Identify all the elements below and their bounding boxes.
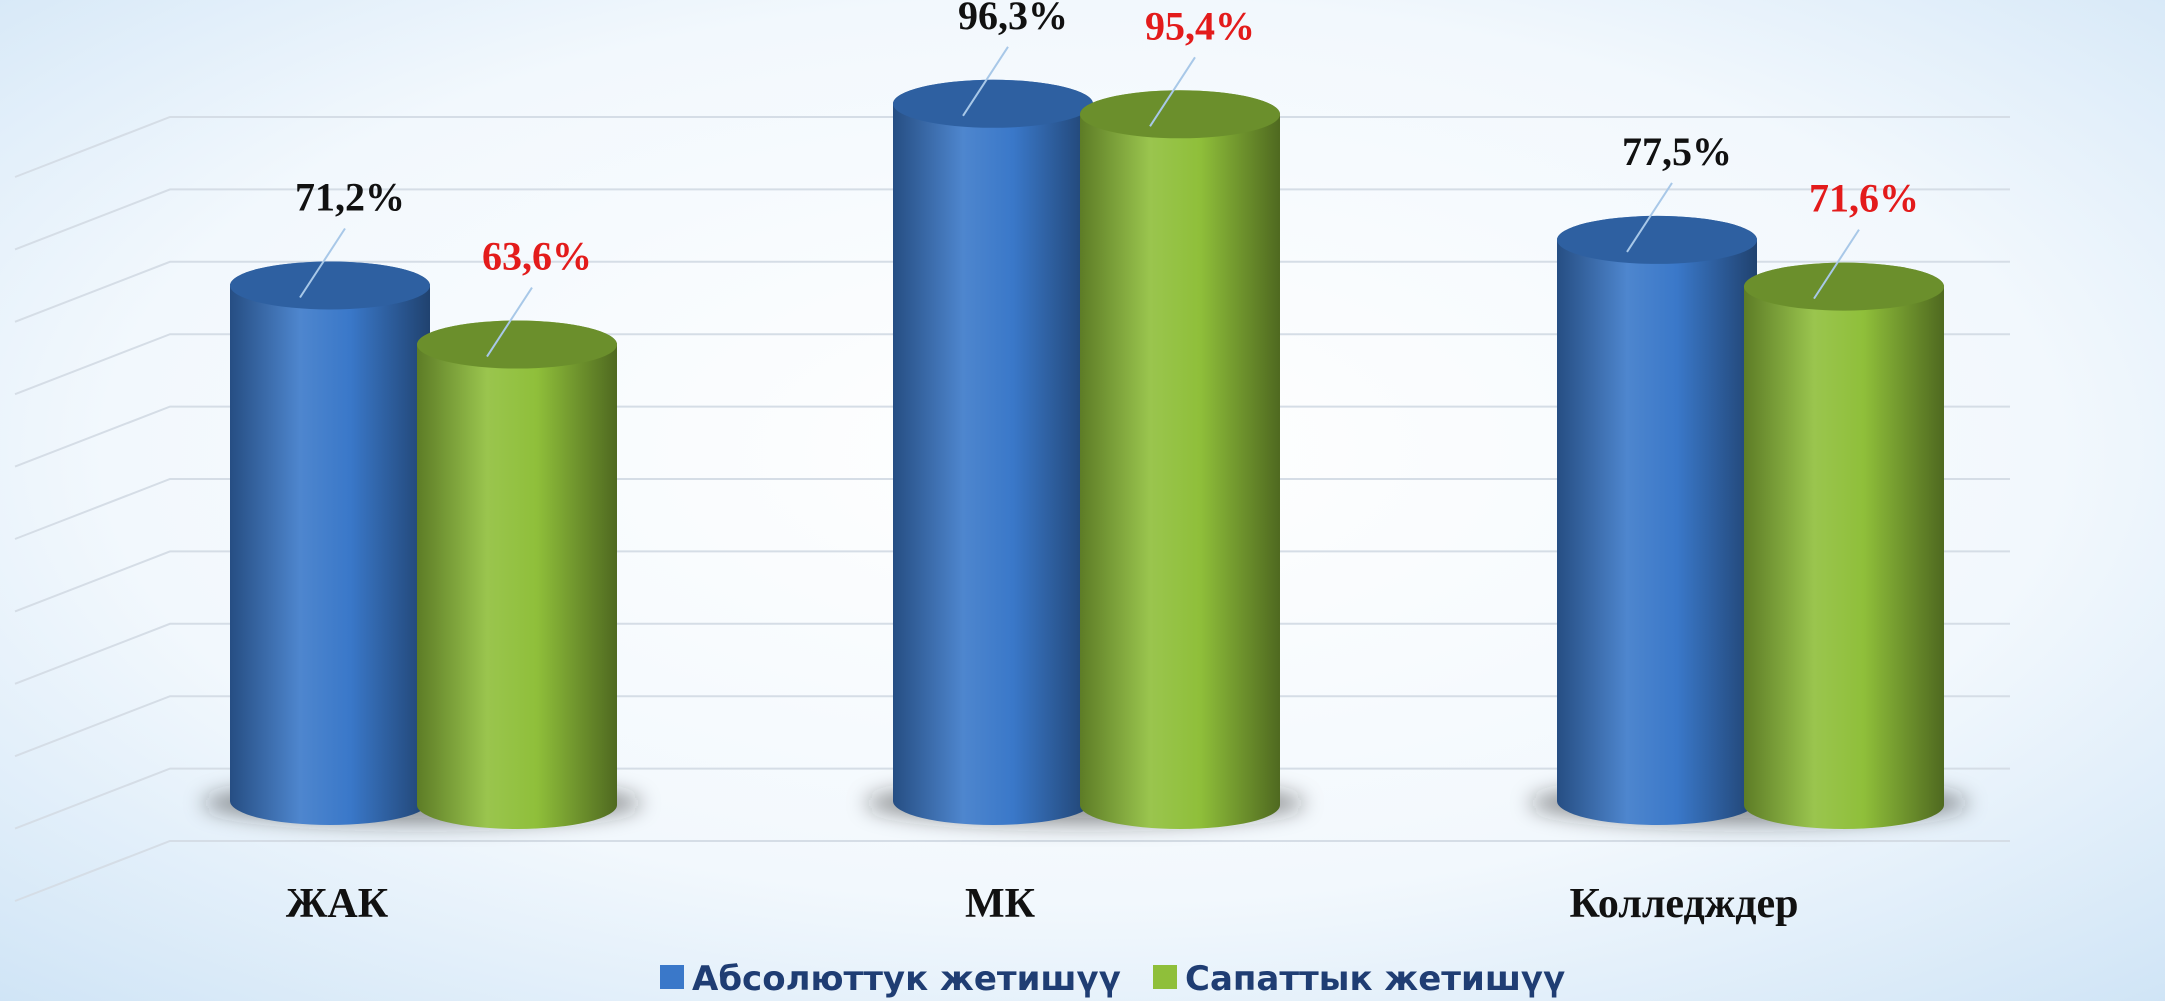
bar-top	[230, 261, 430, 310]
leader-line	[486, 286, 533, 358]
leader-line	[299, 227, 346, 299]
bar-top	[417, 320, 617, 369]
grid-line	[14, 188, 2010, 251]
grid-line	[14, 405, 2010, 468]
legend-label: Сапаттык жетишүү	[1185, 959, 1565, 999]
grid-line	[14, 116, 2010, 178]
grid-line	[14, 622, 2010, 685]
legend-swatch	[1153, 965, 1177, 989]
leader-line	[962, 46, 1009, 117]
leader-line	[1813, 229, 1860, 300]
data-label: 71,2%	[295, 175, 405, 220]
legend-label: Абсолюттук жетишүү	[692, 959, 1121, 999]
leader-line	[1149, 56, 1196, 127]
leader-line	[1626, 182, 1673, 253]
bar	[1557, 215, 1757, 825]
data-label: 71,6%	[1809, 176, 1919, 221]
bar	[1080, 90, 1280, 829]
bar-top	[1557, 215, 1757, 264]
bar	[230, 261, 430, 825]
x-tick-label: Колледждер	[1570, 881, 1799, 927]
data-label: 95,4%	[1145, 3, 1255, 48]
grid-line	[14, 260, 2010, 323]
data-label: 96,3%	[958, 0, 1068, 38]
bar-top	[1744, 262, 1944, 311]
grid-line	[14, 840, 2010, 902]
data-label: 63,6%	[482, 234, 592, 279]
bar-top	[893, 79, 1093, 128]
bar	[417, 320, 617, 829]
legend-swatch	[660, 965, 684, 989]
grid-line	[14, 333, 2010, 396]
x-tick-label: ЖАК	[286, 881, 389, 927]
x-tick-label: МК	[965, 881, 1036, 927]
bar	[893, 79, 1093, 825]
grid-line	[14, 550, 2010, 613]
bar	[1744, 262, 1944, 829]
grid-line	[14, 478, 2010, 540]
grid-line	[14, 695, 2010, 758]
bar-top	[1080, 90, 1280, 139]
grid-line	[14, 767, 2010, 830]
data-label: 77,5%	[1622, 129, 1732, 174]
